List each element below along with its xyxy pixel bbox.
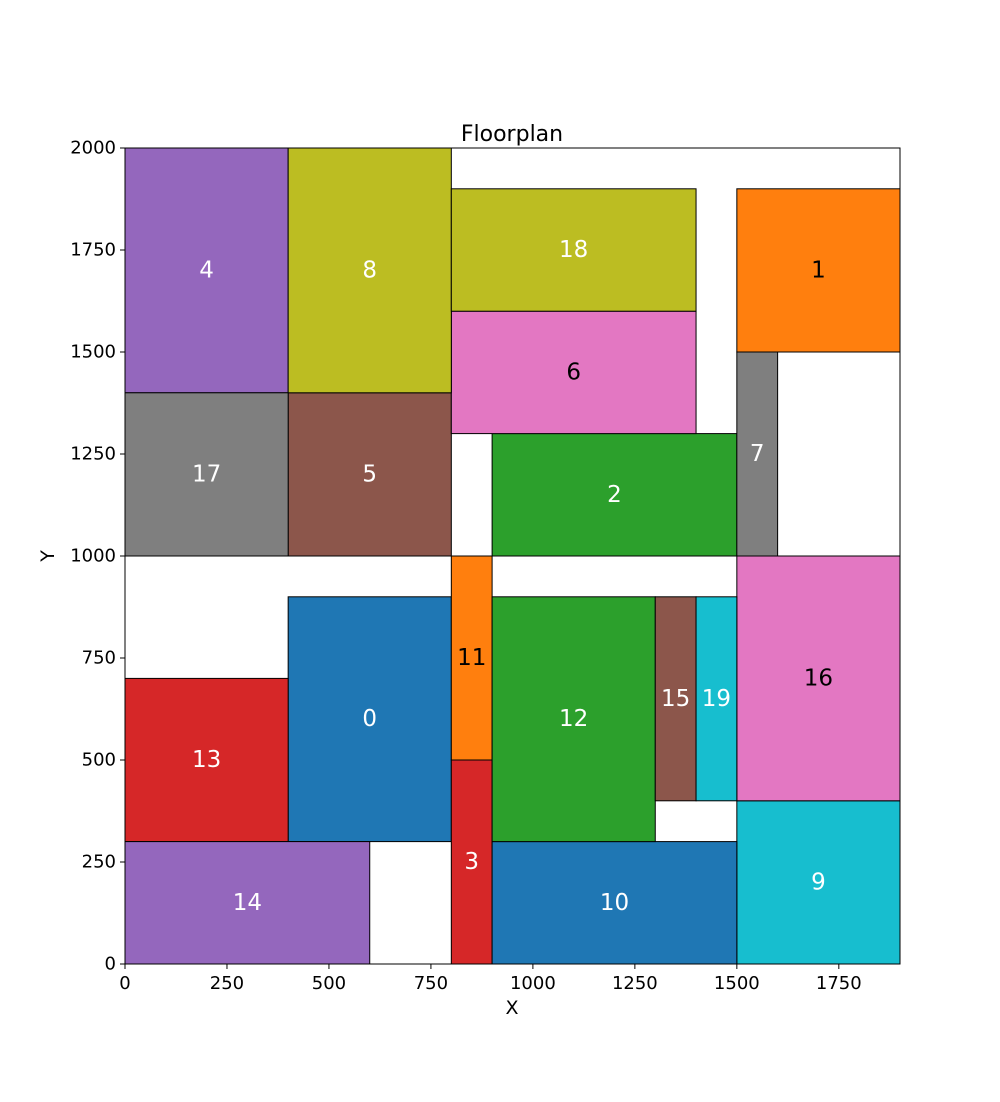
room-8: 8 [287, 147, 452, 394]
room-rect [736, 555, 901, 802]
y-tick-label: 1750 [70, 240, 116, 261]
x-tick-label: 750 [414, 973, 448, 994]
room-rect [736, 351, 779, 557]
room-rect [695, 596, 738, 802]
room-13: 13 [124, 677, 289, 843]
room-label: 19 [702, 686, 731, 712]
room-label: 15 [661, 686, 690, 712]
room-rect [491, 433, 738, 557]
room-15: 15 [654, 596, 697, 802]
room-rect [124, 392, 289, 557]
room-rect [736, 800, 901, 965]
room-2: 2 [491, 433, 738, 557]
x-axis-label: X [505, 997, 518, 1019]
room-10: 10 [491, 841, 738, 965]
room-label: 3 [464, 849, 479, 875]
room-14: 14 [124, 841, 371, 965]
room-label: 16 [804, 665, 833, 691]
room-9: 9 [736, 800, 901, 965]
x-tick-label: 0 [119, 973, 130, 994]
room-rect [736, 188, 901, 353]
room-rect [287, 147, 452, 394]
room-18: 18 [450, 188, 697, 312]
y-tick-label: 1000 [70, 546, 116, 567]
y-tick-label: 0 [105, 954, 116, 975]
room-label: 12 [559, 706, 588, 732]
room-19: 19 [695, 596, 738, 802]
room-6: 6 [450, 310, 697, 435]
room-label: 6 [566, 359, 581, 385]
room-rect [287, 392, 452, 557]
x-tick-label: 1750 [816, 973, 862, 994]
room-label: 9 [811, 869, 826, 895]
room-label: 18 [559, 237, 588, 263]
x-axis-ticks: 0 250 500 750 1000 1250 1500 1750 [119, 964, 862, 994]
room-7: 7 [736, 351, 779, 557]
room-rect [124, 677, 289, 843]
room-3: 3 [450, 759, 493, 965]
room-label: 0 [362, 706, 377, 732]
room-label: 11 [457, 645, 486, 671]
y-tick-label: 750 [82, 648, 116, 669]
room-label: 17 [192, 461, 221, 487]
room-11: 11 [450, 555, 493, 761]
chart-title: Floorplan [461, 122, 563, 147]
room-label: 8 [362, 257, 377, 283]
x-tick-label: 1000 [510, 973, 556, 994]
room-rect [287, 596, 452, 843]
room-rect [450, 310, 697, 435]
y-tick-label: 1500 [70, 342, 116, 363]
room-rect [450, 188, 697, 312]
room-rect [124, 841, 371, 965]
room-12: 12 [491, 596, 656, 843]
y-axis-label: Y [37, 550, 59, 563]
room-rect [450, 555, 493, 761]
room-5: 5 [287, 392, 452, 557]
room-0: 0 [287, 596, 452, 843]
y-tick-label: 1250 [70, 444, 116, 465]
room-1: 1 [736, 188, 901, 353]
room-label: 10 [600, 890, 629, 916]
y-tick-label: 500 [82, 750, 116, 771]
room-rect [654, 596, 697, 802]
room-16: 16 [736, 555, 901, 802]
x-tick-label: 250 [210, 973, 244, 994]
room-label: 2 [607, 482, 622, 508]
room-rect [491, 596, 656, 843]
room-4: 4 [124, 147, 289, 394]
room-label: 7 [750, 441, 765, 467]
x-tick-label: 1250 [612, 973, 658, 994]
room-17: 17 [124, 392, 289, 557]
y-tick-label: 2000 [70, 138, 116, 159]
room-label: 4 [199, 257, 214, 283]
room-label: 5 [362, 461, 377, 487]
room-label: 13 [192, 747, 221, 773]
x-tick-label: 500 [312, 973, 346, 994]
x-tick-label: 1500 [714, 973, 760, 994]
y-tick-label: 250 [82, 852, 116, 873]
room-label: 14 [233, 890, 262, 916]
room-label: 1 [811, 257, 826, 283]
y-axis-ticks: 0 250 500 750 1000 1250 1500 1750 2000 [70, 138, 125, 975]
